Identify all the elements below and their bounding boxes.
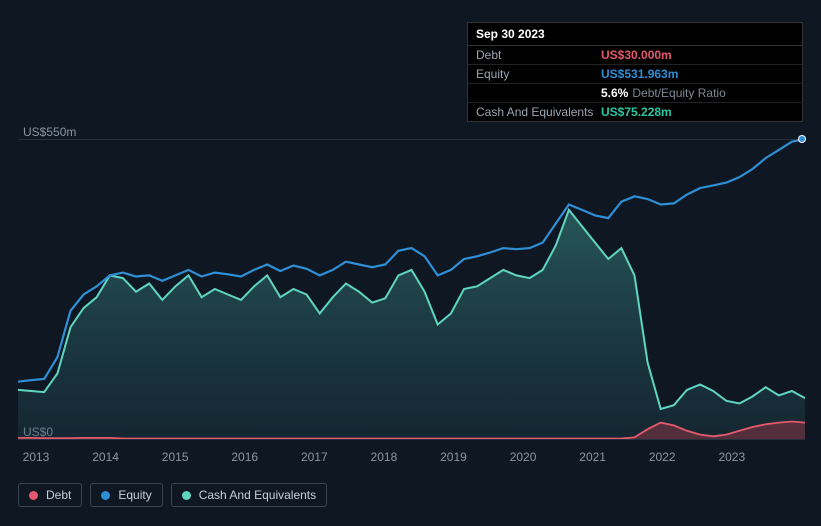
series-cash-area — [18, 210, 805, 439]
tooltip-ratio-pct: 5.6% — [601, 86, 628, 100]
legend-item-debt[interactable]: Debt — [18, 483, 82, 507]
cash-legend-dot-icon — [182, 491, 191, 500]
debt-legend-dot-icon — [29, 491, 38, 500]
y-axis-tick-top: US$550m — [23, 125, 76, 139]
legend-item-cash[interactable]: Cash And Equivalents — [171, 483, 327, 507]
x-axis-tick: 2022 — [649, 450, 676, 464]
chart-legend: Debt Equity Cash And Equivalents — [18, 483, 327, 507]
tooltip-row-debt: Debt US$30.000m — [468, 46, 802, 65]
equity-legend-dot-icon — [101, 491, 110, 500]
x-axis-tick: 2020 — [510, 450, 537, 464]
x-axis-tick: 2013 — [23, 450, 50, 464]
x-axis-tick: 2018 — [371, 450, 398, 464]
legend-label: Equity — [118, 488, 151, 502]
tooltip-label — [476, 86, 601, 100]
chart-plot-area[interactable] — [18, 139, 805, 439]
tooltip-label: Debt — [476, 48, 601, 62]
tooltip-ratio-label: Debt/Equity Ratio — [632, 86, 725, 100]
x-axis-tick: 2021 — [579, 450, 606, 464]
chart-hover-marker — [798, 135, 806, 143]
tooltip-label: Cash And Equivalents — [476, 105, 601, 119]
tooltip-date: Sep 30 2023 — [468, 23, 802, 46]
tooltip-row-ratio: 5.6% Debt/Equity Ratio — [468, 84, 802, 103]
x-axis-tick: 2019 — [440, 450, 467, 464]
x-axis-baseline — [18, 439, 805, 440]
x-axis-tick: 2017 — [301, 450, 328, 464]
legend-label: Cash And Equivalents — [199, 488, 316, 502]
tooltip-value: US$75.228m — [601, 105, 672, 119]
tooltip-value: US$30.000m — [601, 48, 672, 62]
legend-label: Debt — [46, 488, 71, 502]
data-tooltip: Sep 30 2023 Debt US$30.000m Equity US$53… — [467, 22, 803, 122]
tooltip-row-cash: Cash And Equivalents US$75.228m — [468, 103, 802, 121]
tooltip-value: US$531.963m — [601, 67, 678, 81]
x-axis-tick: 2016 — [231, 450, 258, 464]
tooltip-row-equity: Equity US$531.963m — [468, 65, 802, 84]
chart-svg — [18, 139, 805, 439]
x-axis: 2013 2014 2015 2016 2017 2018 2019 2020 2021 2022… — [18, 450, 805, 470]
x-axis-tick: 2015 — [162, 450, 189, 464]
x-axis-tick: 2023 — [718, 450, 745, 464]
tooltip-label: Equity — [476, 67, 601, 81]
legend-item-equity[interactable]: Equity — [90, 483, 162, 507]
x-axis-tick: 2014 — [92, 450, 119, 464]
